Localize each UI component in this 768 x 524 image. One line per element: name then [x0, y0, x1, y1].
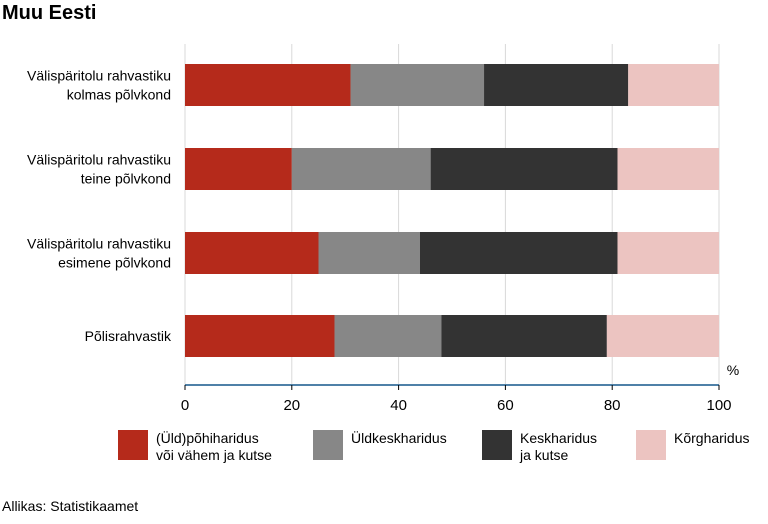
category-label: Välispäritolu rahvastiku kolmas põlvkond — [27, 68, 171, 103]
legend-item: (Üld)põhiharidus või vähem ja kutse — [118, 430, 272, 464]
bars — [185, 64, 719, 357]
legend-item: Keskharidus ja kutse — [482, 430, 597, 464]
bar-segment — [419, 232, 618, 274]
bar-segment — [185, 315, 335, 357]
bar-segment — [185, 64, 351, 106]
legend-item: Üldkeskharidus — [313, 430, 447, 460]
legend-label: Keskharidus ja kutse — [520, 430, 598, 463]
category-label: Põlisrahvastik — [85, 328, 172, 344]
chart-title: Muu Eesti — [2, 2, 97, 24]
tick-label: 100 — [706, 397, 731, 414]
legend-swatch — [482, 430, 512, 460]
bar-segment — [484, 64, 629, 106]
x-axis: 0 20 40 60 80 100% — [181, 362, 739, 414]
legend-label: Kõrgharidus — [674, 430, 750, 446]
bar-segment — [350, 64, 485, 106]
legend-label: (Üld)põhiharidus või vähem ja kutse — [156, 430, 272, 463]
bar-segment — [628, 64, 719, 106]
bar-segment — [441, 315, 607, 357]
legend-swatch — [636, 430, 666, 460]
tick-label: 0 — [181, 397, 189, 414]
legend-label: Üldkeskharidus — [351, 430, 447, 446]
bar-segment — [185, 232, 319, 274]
tick-label: 40 — [390, 397, 407, 414]
bar-segment — [617, 148, 719, 190]
bar-chart: Välispäritolu rahvastiku kolmas põlvkond V… — [27, 44, 739, 414]
tick-label: 20 — [283, 397, 300, 414]
tick-label: 80 — [604, 397, 621, 414]
bar-segment — [185, 148, 292, 190]
category-labels: Välispäritolu rahvastiku kolmas põlvkond V… — [27, 68, 172, 345]
bar-segment — [291, 148, 431, 190]
category-label: Välispäritolu rahvastiku esimene põlvkond — [27, 236, 171, 271]
bar-segment — [617, 232, 719, 274]
category-label: Välispäritolu rahvastiku teine põlvkond — [27, 152, 171, 187]
legend-swatch — [118, 430, 148, 460]
bar-segment — [606, 315, 719, 357]
legend-swatch — [313, 430, 343, 460]
tick-label: 60 — [497, 397, 514, 414]
unit-label: % — [727, 362, 739, 378]
bar-segment — [430, 148, 618, 190]
source-note: Allikas: Statistikaamet — [2, 498, 139, 514]
bar-segment — [334, 315, 442, 357]
legend-item: Kõrgharidus — [636, 430, 750, 460]
bar-segment — [318, 232, 420, 274]
